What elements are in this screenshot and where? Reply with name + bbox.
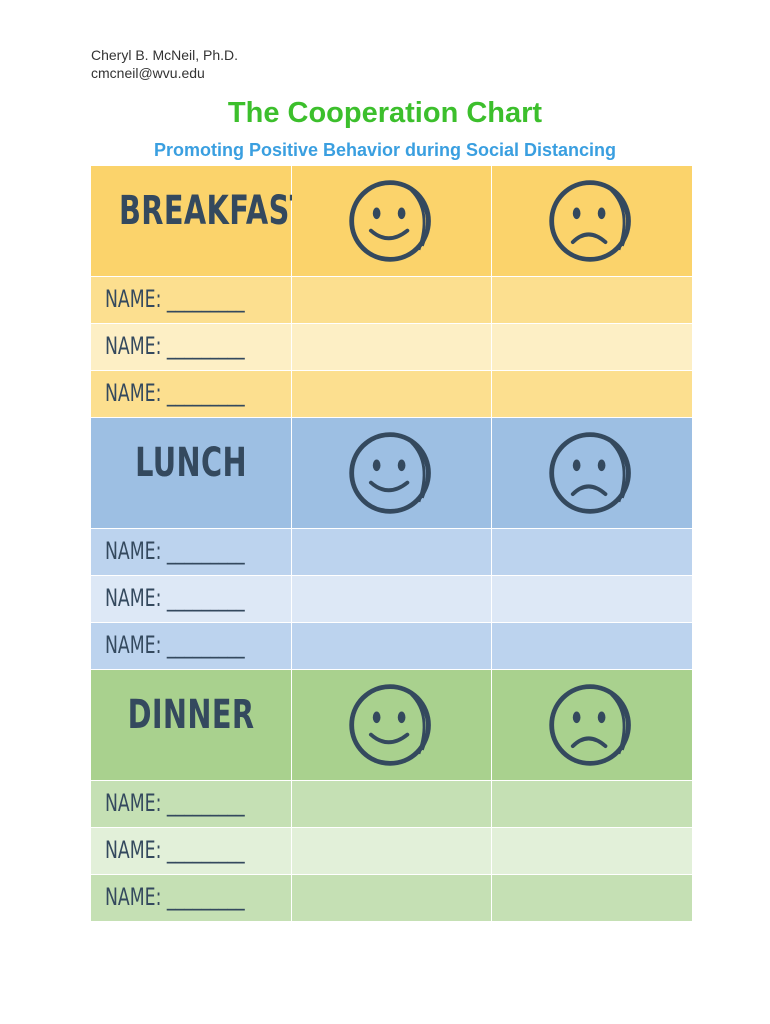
name-cell: NAME: _________ <box>91 781 292 828</box>
lunch-sad-cell <box>492 418 692 529</box>
name-cell: NAME: _________ <box>91 277 292 324</box>
sad-face-icon <box>549 180 631 262</box>
name-field[interactable]: NAME: _________ <box>105 836 245 864</box>
breakfast-name-row: NAME: _________ <box>91 371 692 418</box>
breakfast-section: BREAKFAST <box>91 166 692 418</box>
lunch-name-row: NAME: _________ <box>91 623 692 670</box>
name-cell: NAME: _________ <box>91 828 292 875</box>
name-cell: NAME: _________ <box>91 875 292 922</box>
sad-checkbox-cell[interactable] <box>492 371 692 418</box>
lunch-section: LUNCH <box>91 418 692 670</box>
author-name: Cheryl B. McNeil, Ph.D. <box>91 47 239 63</box>
happy-checkbox-cell[interactable] <box>292 324 492 371</box>
dinner-name-row: NAME: _________ <box>91 828 692 875</box>
breakfast-sad-cell <box>492 166 692 277</box>
name-cell: NAME: _________ <box>91 371 292 418</box>
lunch-name-row: NAME: _________ <box>91 529 692 576</box>
sad-checkbox-cell[interactable] <box>492 529 692 576</box>
happy-face-icon <box>348 684 431 766</box>
sad-checkbox-cell[interactable] <box>492 781 692 828</box>
happy-checkbox-cell[interactable] <box>292 623 492 670</box>
happy-face-icon <box>348 432 431 514</box>
name-field[interactable]: NAME: _________ <box>105 285 245 313</box>
dinner-name-row: NAME: _________ <box>91 781 692 828</box>
page-title: The Cooperation Chart <box>227 97 543 129</box>
happy-checkbox-cell[interactable] <box>292 277 492 324</box>
happy-checkbox-cell[interactable] <box>292 529 492 576</box>
breakfast-label: BREAKFAST <box>119 188 310 234</box>
happy-checkbox-cell[interactable] <box>292 576 492 623</box>
breakfast-header-row: BREAKFAST <box>91 166 692 277</box>
happy-checkbox-cell[interactable] <box>292 875 492 922</box>
happy-checkbox-cell[interactable] <box>292 371 492 418</box>
sad-checkbox-cell[interactable] <box>492 623 692 670</box>
happy-face-icon <box>348 180 431 262</box>
name-cell: NAME: _________ <box>91 576 292 623</box>
dinner-label: DINNER <box>127 692 255 738</box>
dinner-header-row: DINNER <box>91 670 692 781</box>
lunch-header-row: LUNCH <box>91 418 692 529</box>
sad-checkbox-cell[interactable] <box>492 828 692 875</box>
happy-checkbox-cell[interactable] <box>292 828 492 875</box>
name-cell: NAME: _________ <box>91 529 292 576</box>
sad-checkbox-cell[interactable] <box>492 576 692 623</box>
name-field[interactable]: NAME: _________ <box>105 537 245 565</box>
name-field[interactable]: NAME: _________ <box>105 584 245 612</box>
name-field[interactable]: NAME: _________ <box>105 332 245 360</box>
author-block: Cheryl B. McNeil, Ph.D. cmcneil@wvu.edu <box>91 46 238 82</box>
page-subtitle: Promoting Positive Behavior during Socia… <box>153 140 617 160</box>
dinner-name-row: NAME: _________ <box>91 875 692 922</box>
dinner-sad-cell <box>492 670 692 781</box>
name-field[interactable]: NAME: _________ <box>105 631 245 659</box>
lunch-label-cell: LUNCH <box>91 418 292 529</box>
breakfast-name-row: NAME: _________ <box>91 277 692 324</box>
dinner-label-cell: DINNER <box>91 670 292 781</box>
happy-checkbox-cell[interactable] <box>292 781 492 828</box>
name-field[interactable]: NAME: _________ <box>105 789 245 817</box>
name-field[interactable]: NAME: _________ <box>105 379 245 407</box>
lunch-happy-cell <box>292 418 492 529</box>
dinner-happy-cell <box>292 670 492 781</box>
sad-checkbox-cell[interactable] <box>492 875 692 922</box>
lunch-label: LUNCH <box>135 440 247 486</box>
breakfast-name-row: NAME: _________ <box>91 324 692 371</box>
dinner-section: DINNER <box>91 670 692 922</box>
sad-checkbox-cell[interactable] <box>492 277 692 324</box>
breakfast-happy-cell <box>292 166 492 277</box>
cooperation-chart: BREAKFAST <box>91 166 692 922</box>
lunch-name-row: NAME: _________ <box>91 576 692 623</box>
name-field[interactable]: NAME: _________ <box>105 883 245 911</box>
breakfast-label-cell: BREAKFAST <box>91 166 310 277</box>
sad-face-icon <box>549 684 631 766</box>
sad-face-icon <box>549 432 631 514</box>
name-cell: NAME: _________ <box>91 324 292 371</box>
name-cell: NAME: _________ <box>91 623 292 670</box>
author-email: cmcneil@wvu.edu <box>91 65 205 81</box>
sad-checkbox-cell[interactable] <box>492 324 692 371</box>
